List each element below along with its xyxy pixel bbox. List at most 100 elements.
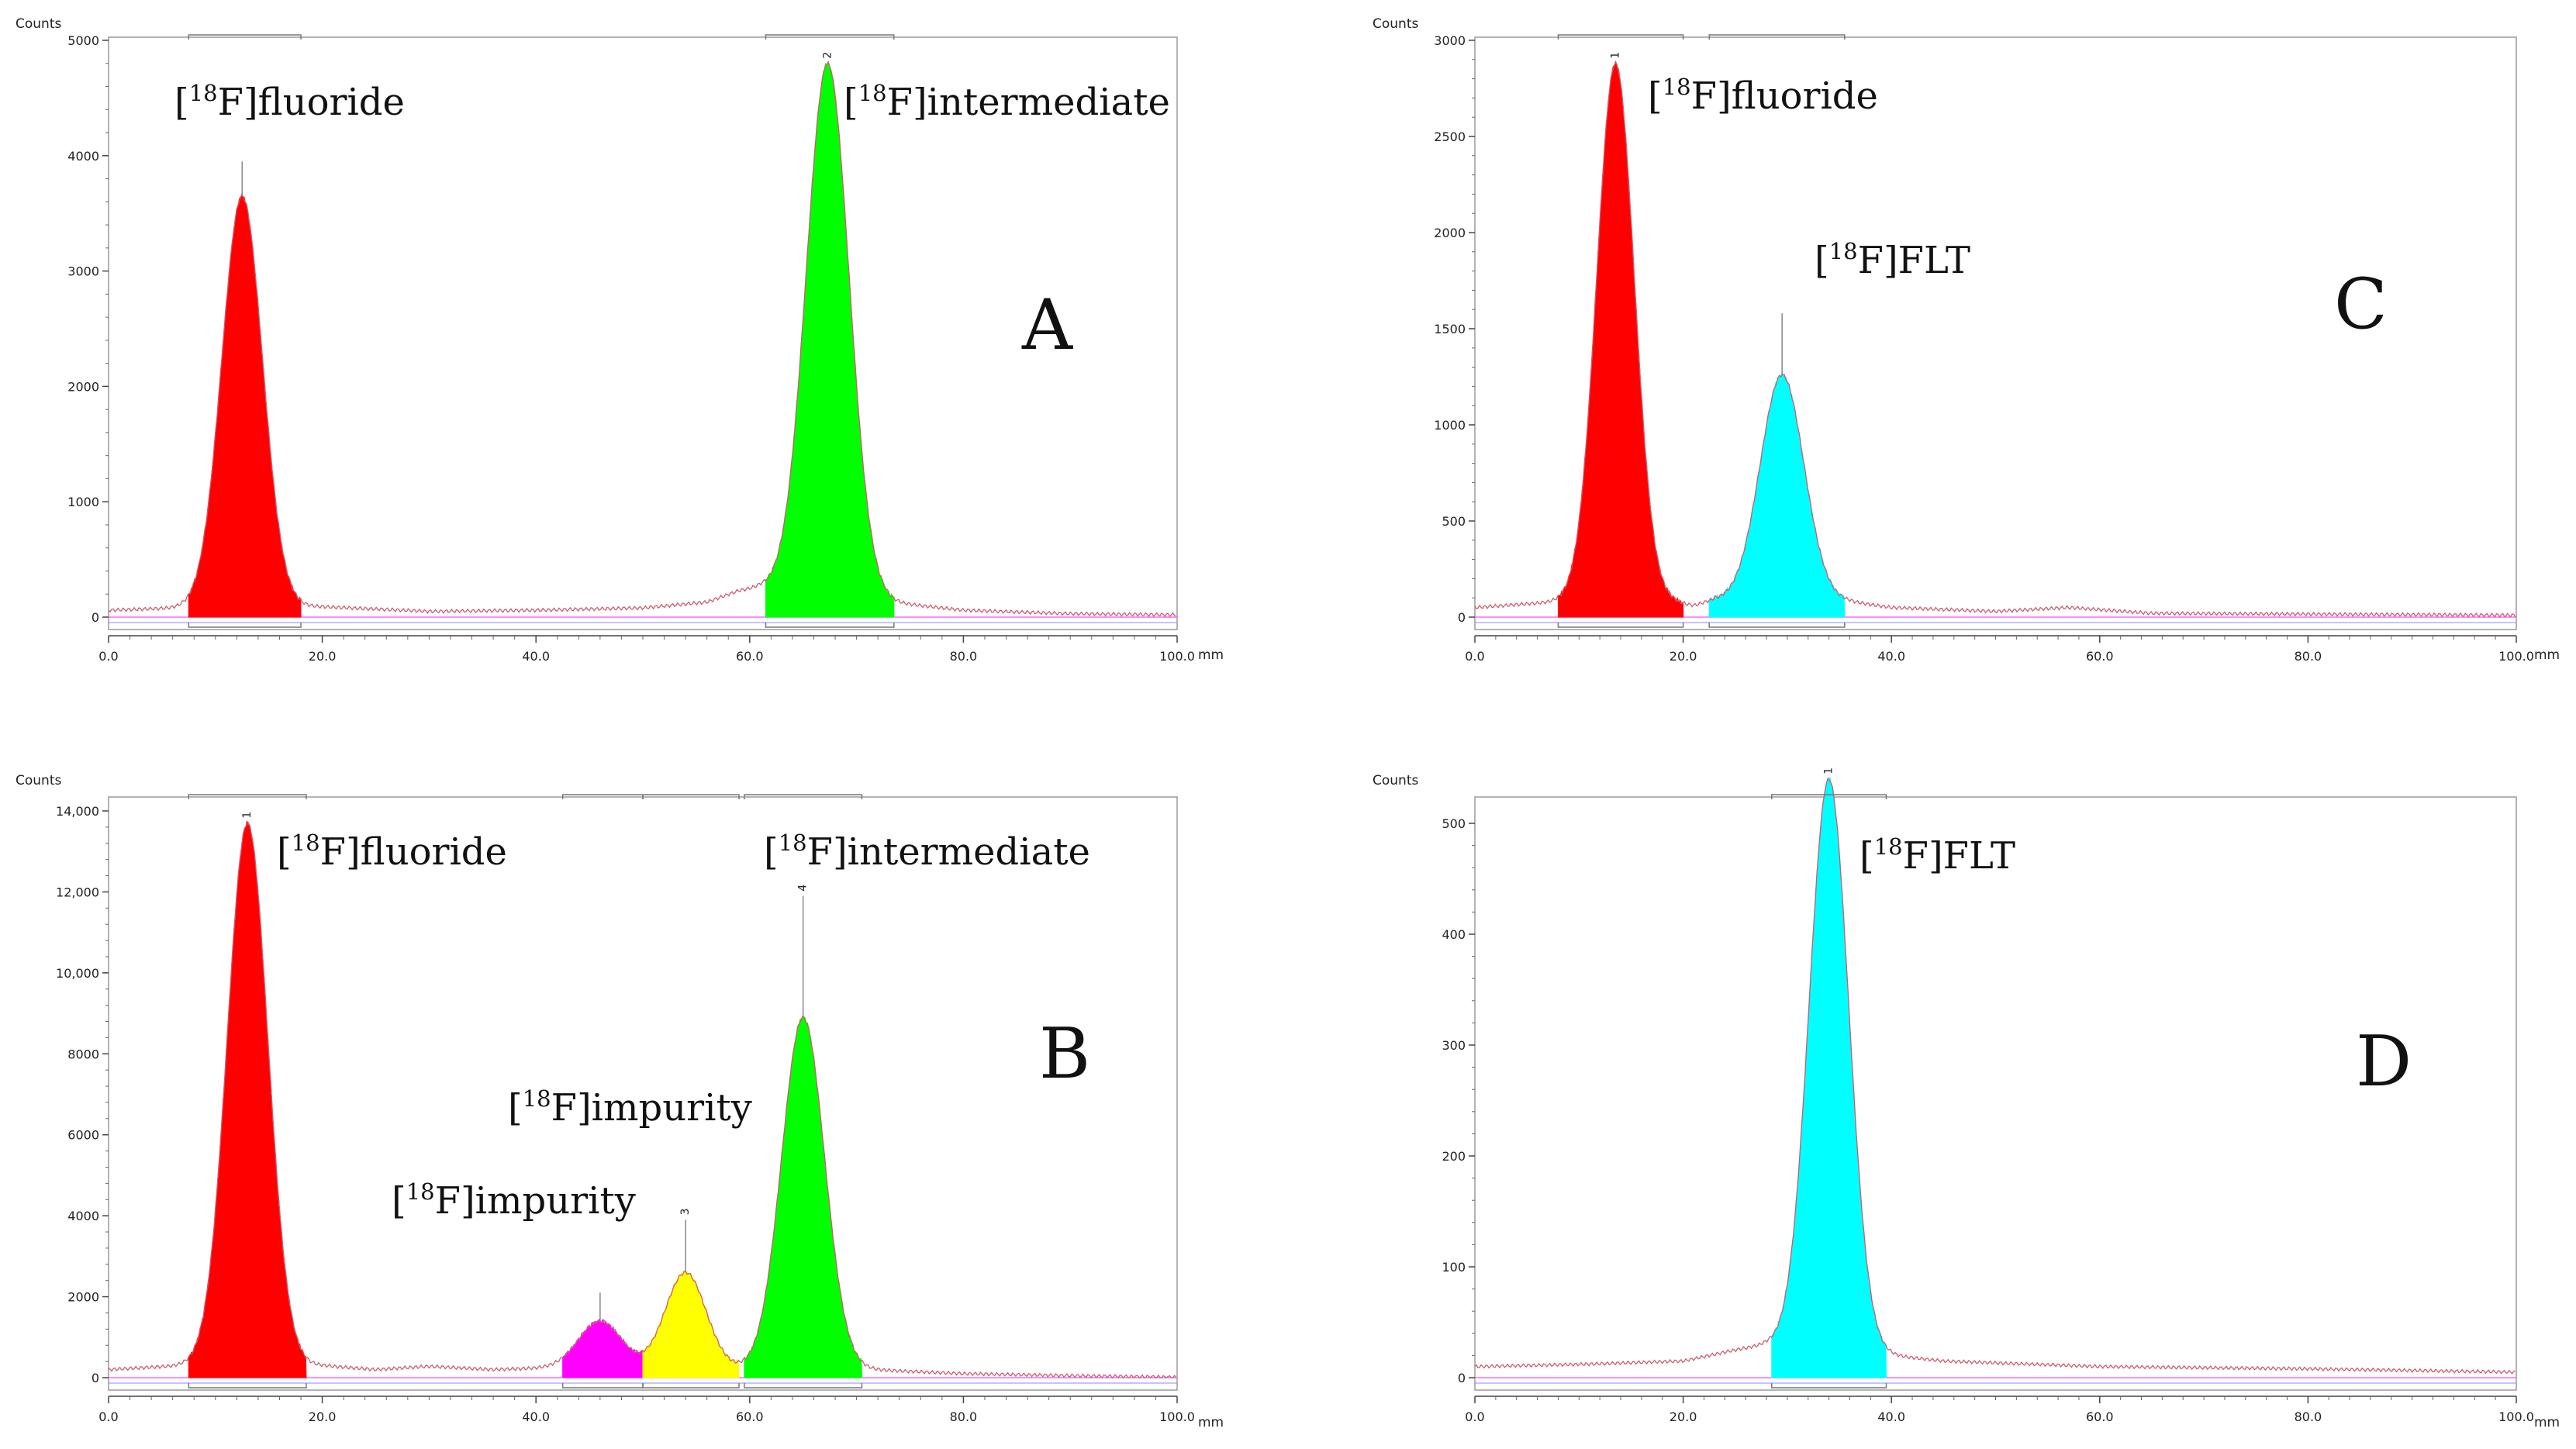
x-axis-title: mm	[1198, 647, 1224, 663]
x-tick-label: 20.0	[1670, 1409, 1697, 1424]
panel-letter: A	[1021, 285, 1073, 366]
x-tick-label: 60.0	[2086, 1409, 2114, 1424]
region-bracket	[1708, 34, 1846, 40]
peak-area-impurity	[642, 1269, 740, 1378]
x-tick-label: 100.0	[1159, 1409, 1195, 1424]
y-tick-label: 6000	[67, 1128, 99, 1143]
y-axis-title: Counts	[1373, 16, 1418, 32]
region-bracket	[1708, 623, 1846, 628]
y-tick-label: 1500	[1434, 322, 1466, 336]
panel-d: Counts mm D [18F]FLT 0 100 200 300 400 500 0.0…	[1373, 768, 2560, 1430]
signal-trace	[1474, 60, 2516, 618]
x-tick-label: 100.0	[1159, 649, 1195, 664]
peak-number: 4	[797, 885, 810, 892]
y-tick-label: 2000	[67, 1290, 99, 1305]
y-tick-label: 0	[1458, 1371, 1466, 1385]
y-tick-label: 4000	[67, 149, 99, 164]
region-bracket	[1557, 34, 1684, 40]
x-tick-label: 40.0	[522, 1409, 550, 1424]
y-tick-label: 1000	[67, 495, 99, 509]
y-tick-label: 14,000	[56, 804, 99, 819]
peak-number: 1	[241, 812, 254, 819]
x-axis-title: mm	[1198, 1415, 1224, 1430]
y-tick-label: 2500	[1434, 129, 1466, 144]
y-tick-label: 3000	[1434, 33, 1466, 48]
region-bracket	[561, 1383, 644, 1389]
x-tick-label: 60.0	[736, 1409, 764, 1424]
peak-label-fluoride: [18F]fluoride	[277, 830, 507, 874]
peak-label-fluoride: [18F]fluoride	[174, 80, 405, 124]
y-tick-label: 5000	[67, 33, 99, 48]
x-axis-title: mm	[2534, 1415, 2560, 1430]
peak-number: 1	[1609, 52, 1621, 59]
x-tick-label: 80.0	[950, 1409, 978, 1424]
peak-number: 1	[1823, 768, 1835, 775]
peak-label-intermediate: [18F]intermediate	[764, 830, 1090, 874]
x-tick-label: 0.0	[1465, 649, 1484, 664]
region-bracket	[642, 794, 740, 799]
y-tick-label: 10,000	[56, 966, 99, 981]
y-tick-label: 400	[1442, 927, 1466, 942]
region-bracket	[765, 34, 895, 40]
peak-number: 3	[679, 1208, 692, 1215]
y-tick-label: 300	[1442, 1038, 1466, 1053]
x-tick-label: 0.0	[1465, 1409, 1484, 1424]
y-axis-title: Counts	[1373, 773, 1418, 788]
region-bracket	[188, 794, 307, 799]
x-tick-label: 20.0	[309, 649, 337, 664]
region-bracket	[765, 623, 895, 628]
panel-b: Counts mm B [18F]fluoride [18F]impurity …	[16, 773, 1224, 1430]
y-tick-label: 0	[1458, 610, 1466, 625]
signal-trace	[1474, 777, 2516, 1375]
x-tick-label: 20.0	[1670, 649, 1697, 664]
y-tick-label: 0	[92, 610, 99, 625]
x-tick-label: 100.0	[2498, 1409, 2534, 1424]
y-axis-title: Counts	[16, 773, 61, 788]
region-bracket	[744, 1383, 863, 1389]
x-tick-label: 0.0	[98, 649, 118, 664]
x-tick-label: 80.0	[2295, 649, 2322, 664]
panel-a: Counts mm A [18F]fluoride [18F]intermedi…	[16, 16, 1224, 664]
peak-area-impurity	[562, 1318, 644, 1378]
y-tick-label: 2000	[1434, 226, 1466, 240]
x-tick-label: 40.0	[522, 649, 550, 664]
peak-number: 2	[821, 52, 834, 59]
peak-label-flt: [18F]FLT	[1815, 238, 1970, 282]
x-tick-label: 0.0	[98, 1409, 118, 1424]
region-bracket	[188, 623, 302, 628]
y-tick-label: 4000	[67, 1209, 99, 1223]
panel-c: Counts mm C [18F]fluoride [18F]FLT 0 500 1…	[1373, 16, 2560, 664]
peak-area-intermediate	[765, 60, 895, 618]
y-tick-label: 200	[1442, 1149, 1466, 1164]
peak-label-intermediate: [18F]intermediate	[844, 80, 1170, 124]
x-tick-label: 60.0	[736, 649, 764, 664]
y-tick-label: 3000	[67, 264, 99, 279]
peak-area-intermediate	[744, 1016, 863, 1378]
peak-area-fluoride	[188, 195, 302, 618]
region-bracket	[642, 1383, 740, 1389]
panel-letter: B	[1039, 1013, 1090, 1095]
peak-label-impurity-1: [18F]impurity	[392, 1178, 636, 1223]
x-tick-label: 40.0	[1877, 649, 1905, 664]
peak-label-flt: [18F]FLT	[1859, 833, 2015, 878]
signal-trace	[108, 821, 1177, 1379]
plot-frame	[108, 36, 1178, 630]
y-tick-label: 8000	[67, 1047, 99, 1061]
region-bracket	[1771, 794, 1887, 799]
y-tick-label: 500	[1442, 514, 1466, 529]
y-axis-title: Counts	[16, 16, 61, 32]
y-tick-label: 2000	[67, 379, 99, 394]
region-bracket	[188, 1383, 307, 1389]
region-bracket	[1771, 1383, 1887, 1389]
x-axis-title: mm	[2534, 647, 2560, 663]
y-tick-label: 1000	[1434, 418, 1466, 433]
x-tick-label: 100.0	[2498, 649, 2534, 664]
peak-label-fluoride: [18F]fluoride	[1648, 74, 1878, 118]
y-tick-label: 500	[1442, 816, 1466, 831]
plot-frame	[1474, 796, 2517, 1391]
region-bracket	[1557, 623, 1684, 628]
x-tick-label: 80.0	[950, 649, 978, 664]
x-tick-label: 20.0	[309, 1409, 337, 1424]
x-tick-label: 80.0	[2295, 1409, 2322, 1424]
